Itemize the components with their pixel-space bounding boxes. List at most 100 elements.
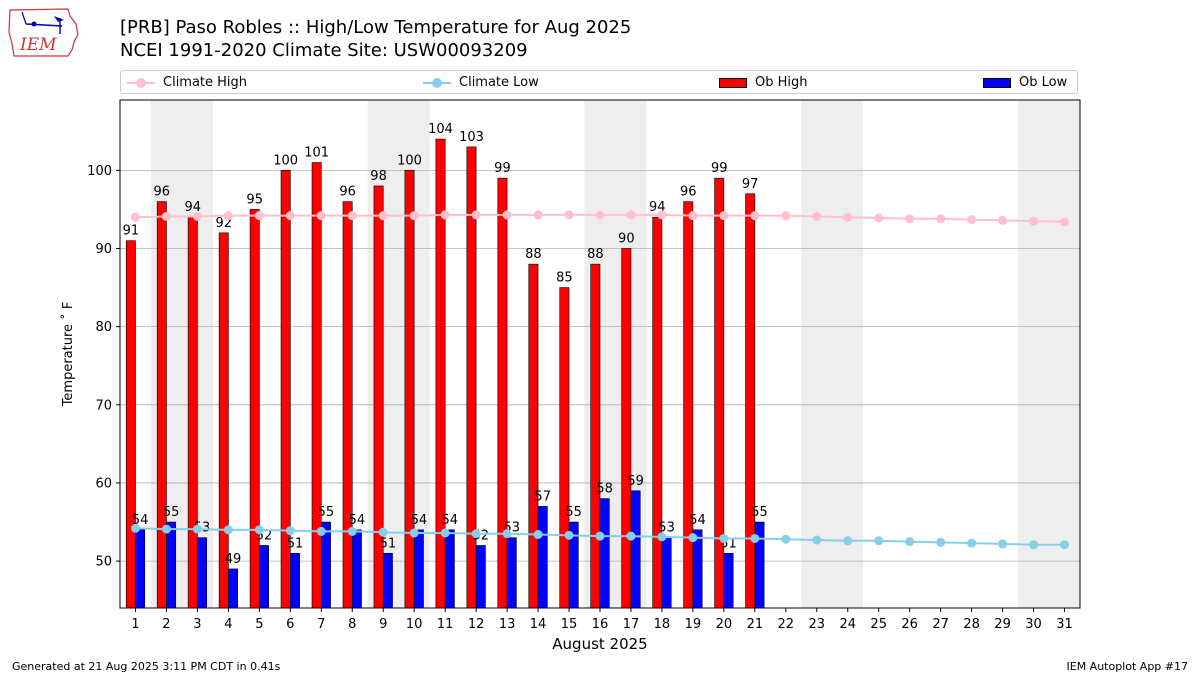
ob-low-bar-label: 55	[751, 505, 768, 520]
x-tick-label: 31	[1056, 617, 1073, 632]
ob-high-bar-label: 103	[459, 130, 484, 145]
ob-low-bar-label: 54	[411, 513, 428, 528]
chart-title: [PRB] Paso Robles :: High/Low Temperatur…	[120, 17, 632, 38]
ob-high-bar	[683, 201, 694, 609]
x-tick-label: 25	[870, 617, 887, 632]
x-tick-label: 16	[592, 617, 609, 632]
climate-low-point	[347, 526, 357, 536]
ob-low-bar	[475, 545, 486, 609]
ob-high-bar-label: 101	[304, 146, 329, 161]
y-tick-label: 50	[95, 555, 112, 570]
chart-subtitle: NCEI 1991-2020 Climate Site: USW00093209	[120, 40, 528, 61]
weekend-shade	[1018, 100, 1080, 608]
ob-low-bar-label: 51	[380, 536, 397, 551]
climate-low-point	[812, 535, 822, 545]
x-tick-label: 15	[561, 617, 578, 632]
iem-logo: IEM	[8, 8, 79, 57]
ob-high-bar	[590, 263, 601, 609]
x-tick-label: 20	[716, 617, 733, 632]
climate-low-point	[223, 525, 233, 535]
climate-low-point	[998, 539, 1008, 549]
x-tick-label: 1	[131, 617, 139, 632]
climate-high-point	[130, 212, 140, 222]
climate-low-point	[657, 532, 667, 542]
climate-high-point	[1029, 216, 1039, 226]
ob-low-bar	[444, 529, 455, 609]
ob-high-bar-label: 104	[428, 122, 453, 137]
climate-high-point	[564, 210, 574, 220]
climate-high-point	[998, 215, 1008, 225]
ob-low-bar	[135, 529, 146, 609]
ob-low-bar-label: 54	[349, 513, 366, 528]
climate-low-point	[595, 531, 605, 541]
footer-generated: Generated at 21 Aug 2025 3:11 PM CDT in …	[12, 660, 281, 673]
ob-high-bar-label: 99	[494, 161, 511, 176]
climate-low-point	[130, 523, 140, 533]
climate-high-point	[688, 211, 698, 221]
logo-text: IEM	[19, 35, 57, 55]
climate-low-point	[936, 537, 946, 547]
climate-high-point	[161, 211, 171, 221]
x-tick-label: 17	[623, 617, 640, 632]
climate-high-point	[502, 210, 512, 220]
climate-low-point	[688, 533, 698, 543]
climate-high-point	[316, 211, 326, 221]
climate-high-point	[967, 215, 977, 225]
climate-high-point	[378, 211, 388, 221]
x-tick-label: 8	[348, 617, 356, 632]
legend-item-ob-high: Ob High	[719, 74, 808, 91]
y-tick-label: 90	[95, 242, 112, 257]
y-tick-label: 80	[95, 320, 112, 335]
ob-low-bar	[630, 490, 641, 609]
ob-low-bar	[537, 506, 548, 609]
climate-low-point	[533, 530, 543, 540]
climate-high-point	[285, 211, 295, 221]
x-tick-label: 5	[255, 617, 263, 632]
ob-high-bar-label: 90	[618, 231, 635, 246]
climate-high-point	[471, 210, 481, 220]
climate-high-point	[936, 214, 946, 224]
legend-swatch-climate-high	[127, 76, 155, 90]
ob-high-bar-label: 96	[339, 185, 356, 200]
footer-app: IEM Autoplot App #17	[1066, 660, 1189, 673]
climate-low-point	[626, 531, 636, 541]
x-tick-label: 3	[193, 617, 201, 632]
ob-low-bar	[166, 521, 177, 609]
legend-swatch-ob-low	[983, 77, 1011, 88]
climate-high-point	[254, 211, 264, 221]
climate-high-point	[843, 212, 853, 222]
x-tick-label: 26	[901, 617, 918, 632]
ob-low-bar	[259, 545, 269, 609]
ob-high-bar-label: 100	[397, 153, 422, 168]
ob-low-bar	[197, 537, 208, 609]
ob-low-bar-label: 57	[534, 489, 551, 504]
ob-high-bar-label: 99	[711, 161, 728, 176]
ob-low-bar	[661, 537, 672, 609]
climate-high-point	[812, 211, 822, 221]
ob-high-bar	[559, 287, 570, 609]
climate-low-point	[564, 530, 574, 540]
x-tick-label: 11	[437, 617, 454, 632]
ob-low-bar	[723, 552, 734, 609]
climate-high-point	[409, 211, 419, 221]
climate-low-point	[471, 529, 481, 539]
ob-high-bar-label: 88	[525, 247, 542, 262]
climate-high-point	[905, 214, 915, 224]
climate-high-point	[192, 211, 202, 221]
x-tick-label: 6	[286, 617, 294, 632]
x-tick-label: 2	[162, 617, 170, 632]
climate-low-point	[1029, 540, 1039, 550]
climate-high-point	[657, 210, 667, 220]
legend-label: Climate High	[163, 75, 248, 90]
ob-high-bar	[528, 263, 539, 609]
x-tick-label: 18	[654, 617, 671, 632]
ob-high-bar-label: 98	[370, 169, 387, 184]
climate-high-point	[347, 211, 357, 221]
ob-low-bar	[413, 529, 424, 609]
legend-label: Climate Low	[459, 75, 539, 90]
climate-high-point	[223, 211, 233, 221]
ob-high-bar	[497, 177, 508, 609]
ob-low-bar	[599, 498, 610, 609]
climate-low-point	[967, 538, 977, 548]
